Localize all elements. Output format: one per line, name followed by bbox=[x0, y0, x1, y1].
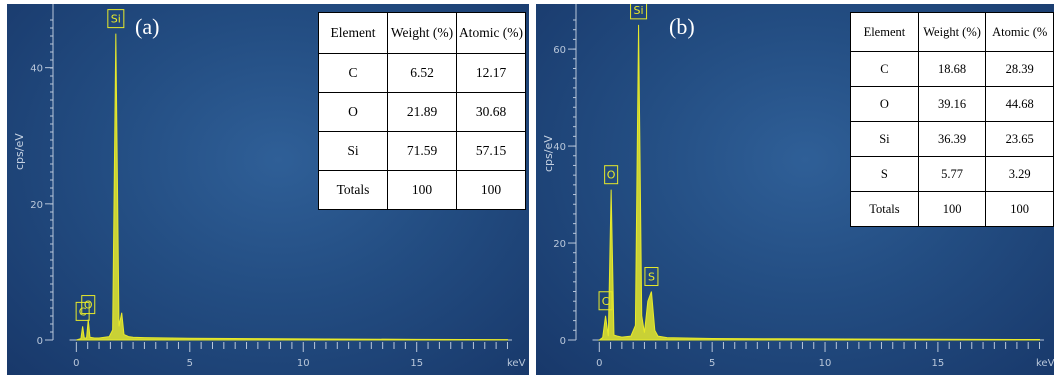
table-cell: S bbox=[850, 156, 919, 192]
peak-label: Si bbox=[111, 13, 121, 26]
spectrum-trace bbox=[597, 24, 1040, 341]
y-tick-label: 60 bbox=[553, 45, 566, 56]
peak-label: O bbox=[84, 299, 93, 312]
table-row: C 6.52 12.17 bbox=[318, 53, 526, 93]
table-cell: 6.52 bbox=[387, 53, 457, 93]
y-tick-label: 20 bbox=[553, 239, 566, 250]
x-axis-label: keV bbox=[507, 358, 526, 369]
table-cell: 100 bbox=[387, 170, 457, 210]
table-cell: 100 bbox=[456, 170, 526, 210]
table-header-row: Element Weight (%) Atomic (% bbox=[850, 12, 1054, 52]
x-tick-label: 0 bbox=[73, 358, 79, 369]
x-tick-label: 15 bbox=[410, 358, 423, 369]
table-header-row: Element Weight (%) Atomic (%) bbox=[318, 12, 526, 54]
table-cell: 36.39 bbox=[917, 121, 987, 157]
table-row: C 18.68 28.39 bbox=[850, 51, 1054, 87]
composition-table-b: Element Weight (%) Atomic (% C 18.68 28.… bbox=[850, 12, 1054, 227]
table-cell: 44.68 bbox=[985, 86, 1054, 122]
table-row: Totals 100 100 bbox=[850, 191, 1054, 227]
table-cell: O bbox=[850, 86, 919, 122]
header-element: Element bbox=[318, 12, 388, 54]
peak-label-box bbox=[598, 291, 613, 311]
table-row: Totals 100 100 bbox=[318, 170, 526, 210]
peak-label: C bbox=[79, 305, 87, 318]
spectrum-trace bbox=[76, 33, 508, 341]
table-row: S 5.77 3.29 bbox=[850, 156, 1054, 192]
x-tick-label: 15 bbox=[932, 358, 945, 369]
table-cell: 12.17 bbox=[456, 53, 526, 93]
x-tick-label: 5 bbox=[709, 358, 715, 369]
table-cell: 28.39 bbox=[985, 51, 1054, 87]
peak-label-box bbox=[75, 301, 90, 321]
table-cell: 100 bbox=[917, 191, 987, 227]
y-tick-label: 40 bbox=[30, 64, 43, 75]
table-cell: C bbox=[850, 51, 919, 87]
spectrum-panel-a: 20 40 0 0 5 10 15 keV C O Si (a) cps/eV Element We… bbox=[7, 4, 529, 375]
table-cell: 21.89 bbox=[387, 92, 457, 132]
table-row: Si 71.59 57.15 bbox=[318, 131, 526, 171]
x-tick-label: 10 bbox=[819, 358, 832, 369]
table-cell: 3.29 bbox=[985, 156, 1054, 192]
peak-label: C bbox=[602, 295, 610, 308]
y-tick-label: 0 bbox=[37, 336, 43, 347]
peak-label-box bbox=[604, 165, 619, 185]
table-row: O 39.16 44.68 bbox=[850, 86, 1054, 122]
y-axis-label-b: cps/eV bbox=[542, 135, 555, 172]
peak-label: S bbox=[648, 271, 655, 284]
panel-label-b: (b) bbox=[669, 14, 695, 39]
y-axis-label-a: cps/eV bbox=[13, 133, 26, 170]
table-cell: 5.77 bbox=[917, 156, 987, 192]
x-tick-label: 5 bbox=[187, 358, 193, 369]
table-cell: 30.68 bbox=[456, 92, 526, 132]
panel-label-a: (a) bbox=[135, 14, 160, 39]
y-tick-label: 40 bbox=[553, 142, 566, 153]
x-tick-label: 10 bbox=[297, 358, 310, 369]
peak-label: Si bbox=[634, 4, 644, 17]
header-weight: Weight (%) bbox=[917, 12, 987, 52]
peak-label-box bbox=[644, 267, 659, 287]
peak-label-box bbox=[107, 9, 125, 29]
table-cell: 57.15 bbox=[456, 131, 526, 171]
table-cell: O bbox=[318, 92, 388, 132]
x-axis-label: keV bbox=[1036, 358, 1054, 369]
table-cell: Totals bbox=[850, 191, 919, 227]
header-atomic: Atomic (% bbox=[985, 12, 1054, 52]
table-cell: 71.59 bbox=[387, 131, 457, 171]
x-tick-label: 0 bbox=[596, 358, 602, 369]
table-cell: 39.16 bbox=[917, 86, 987, 122]
table-cell: 100 bbox=[985, 191, 1054, 227]
table-cell: Si bbox=[318, 131, 388, 171]
peak-label-box bbox=[630, 4, 648, 20]
table-cell: Si bbox=[850, 121, 919, 157]
table-row: O 21.89 30.68 bbox=[318, 92, 526, 132]
composition-table-a: Element Weight (%) Atomic (%) C 6.52 12.… bbox=[318, 12, 526, 210]
header-weight: Weight (%) bbox=[387, 12, 457, 54]
table-cell: Totals bbox=[318, 170, 388, 210]
table-cell: 18.68 bbox=[917, 51, 987, 87]
spectrum-panel-b: 20 40 60 0 0 5 10 15 keV C O Si S (b) cps/eV Element… bbox=[536, 4, 1054, 375]
table-row: Si 36.39 23.65 bbox=[850, 121, 1054, 157]
table-cell: C bbox=[318, 53, 388, 93]
header-element: Element bbox=[850, 12, 919, 52]
y-tick-label: 20 bbox=[30, 200, 43, 211]
peak-label: O bbox=[607, 169, 616, 182]
table-cell: 23.65 bbox=[985, 121, 1054, 157]
y-tick-label: 0 bbox=[560, 336, 566, 347]
header-atomic: Atomic (%) bbox=[456, 12, 526, 54]
peak-label-box bbox=[81, 295, 96, 315]
